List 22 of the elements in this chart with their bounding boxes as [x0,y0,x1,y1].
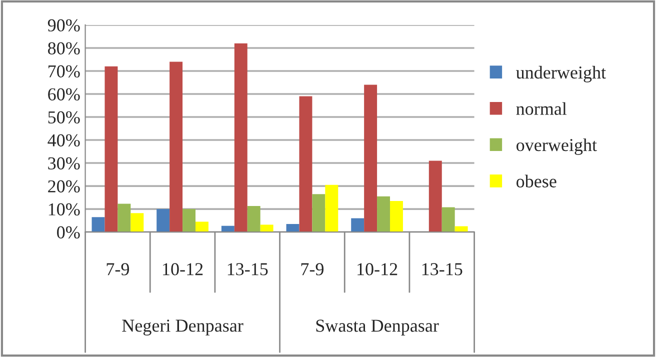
legend-label: underweight [516,66,606,82]
y-tick-label: 90% [48,19,80,32]
legend-label: normal [516,102,567,115]
y-tick-label: 70% [48,65,80,78]
y-tick-label: 50% [48,111,80,124]
x-tick-label: 13-15 [228,263,268,276]
text: Swasta Denpasar [316,320,439,336]
y-tick-label: 60% [48,88,80,101]
legend-label: obese [516,174,556,188]
y-tick-label: 20% [48,180,80,193]
text: Negeri Denpasar [122,320,244,336]
y-tick-label: 80% [48,42,80,54]
y-tick-label: 40% [48,134,80,147]
legend-label: overweight [516,138,597,155]
y-tick-label: 0% [57,226,80,239]
x-tick-label: 13-15 [422,263,462,276]
x-tick-label: 7-9 [301,263,324,276]
y-tick-label: 30% [48,157,80,170]
x-tick-label: 10-12 [358,263,398,276]
x-tick-label: 7-9 [106,263,129,276]
y-tick-label: 10% [48,203,80,216]
x-tick-label: 10-12 [163,263,203,276]
